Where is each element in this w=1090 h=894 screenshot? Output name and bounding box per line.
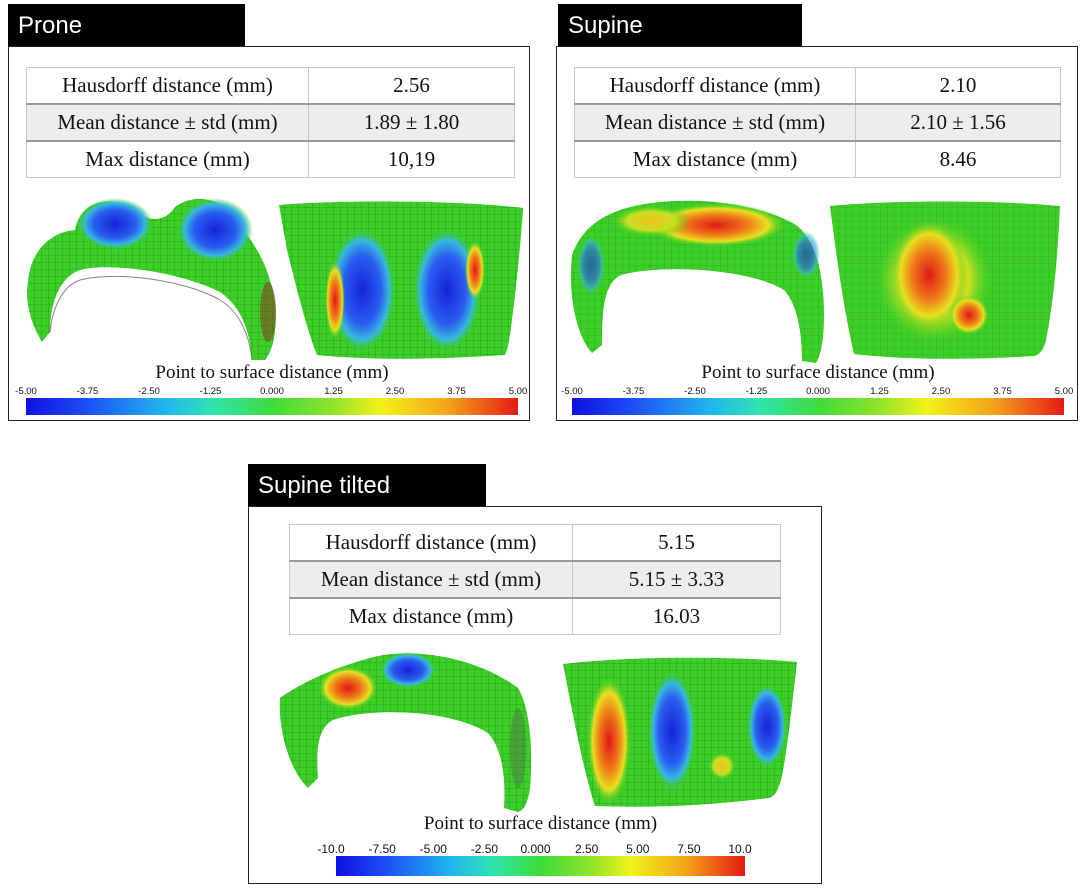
colorbar-tick: 2.50 <box>385 386 405 397</box>
metric-value: 8.46 <box>855 140 1061 178</box>
colorbar-tick: 3.75 <box>993 386 1012 397</box>
colorbar-tick: 0.000 <box>260 386 284 397</box>
metric-label: Max distance (mm) <box>26 140 309 178</box>
colorbar-tick: -1.25 <box>199 386 222 397</box>
mesh-side-view <box>279 652 532 812</box>
colorbar-title: Point to surface distance (mm) <box>155 362 389 383</box>
colorbar-tick: -3.75 <box>76 386 99 397</box>
colorbar <box>336 856 745 876</box>
table-row: Mean distance ± std (mm) 2.10 ± 1.56 <box>574 103 1061 142</box>
metric-value: 2.56 <box>308 67 515 105</box>
metric-label: Mean distance ± std (mm) <box>289 560 573 599</box>
metric-label: Hausdorff distance (mm) <box>289 524 573 562</box>
metric-value: 2.10 ± 1.56 <box>855 103 1061 142</box>
colorbar-title: Point to surface distance (mm) <box>701 362 935 383</box>
metric-value: 10,19 <box>308 140 515 178</box>
metric-label: Mean distance ± std (mm) <box>574 103 856 142</box>
colorbar-tick: -7.50 <box>368 842 396 856</box>
colorbar-tick: 5.00 <box>626 842 650 856</box>
metric-value: 16.03 <box>572 597 781 635</box>
colorbar-ticks: -10.0 -7.50 -5.00 -2.50 0.000 2.50 5.00 … <box>317 842 751 856</box>
colorbar-tick: 5.00 <box>1054 386 1074 397</box>
table-row: Hausdorff distance (mm) 2.10 <box>574 67 1061 105</box>
metrics-table: Hausdorff distance (mm) 2.56 Mean distan… <box>26 67 515 178</box>
metric-value: 5.15 <box>572 524 781 562</box>
metrics-table: Hausdorff distance (mm) 5.15 Mean distan… <box>289 524 781 635</box>
table-row: Mean distance ± std (mm) 5.15 ± 3.33 <box>289 560 781 599</box>
colorbar-tick: 7.50 <box>677 842 701 856</box>
mesh-side-view <box>570 200 824 363</box>
metric-value: 2.10 <box>855 67 1061 105</box>
colorbar-tick: 0.000 <box>806 386 830 397</box>
metric-label: Hausdorff distance (mm) <box>574 67 856 105</box>
table-row: Hausdorff distance (mm) 2.56 <box>26 67 515 105</box>
colorbar-tick: 5.00 <box>508 386 528 397</box>
colorbar-tick: -1.25 <box>745 386 768 397</box>
colorbar-ticks: -5.00 -3.75 -2.50 -1.25 0.000 1.25 2.50 … <box>561 386 1073 398</box>
table-row: Max distance (mm) 8.46 <box>574 140 1061 178</box>
panel-title: Supine tilted <box>248 464 486 508</box>
colorbar-tick: -5.00 <box>561 386 583 397</box>
colorbar-title: Point to surface distance (mm) <box>423 813 658 834</box>
colorbar-tick: -10.0 <box>317 842 345 856</box>
colorbar-tick: 3.75 <box>447 386 466 397</box>
metric-value: 5.15 ± 3.33 <box>572 560 781 599</box>
colorbar-tick: 2.50 <box>931 386 951 397</box>
colorbar-tick: 0.000 <box>520 842 551 856</box>
colorbar-ticks: -5.00 -3.75 -2.50 -1.25 0.000 1.25 2.50 … <box>15 386 527 398</box>
colorbar-tick: -2.50 <box>684 386 706 397</box>
mesh-front-view <box>279 201 523 359</box>
colorbar-tick: -5.00 <box>419 842 447 856</box>
mesh-side-view <box>27 198 276 361</box>
mesh-front-view <box>563 657 797 807</box>
metrics-table: Hausdorff distance (mm) 2.10 Mean distan… <box>574 67 1061 178</box>
metric-label: Max distance (mm) <box>574 140 856 178</box>
colorbar-tick: -2.50 <box>470 842 499 856</box>
metric-label: Hausdorff distance (mm) <box>26 67 309 105</box>
mesh-front-view <box>830 201 1060 359</box>
colorbar-tick: 1.25 <box>870 386 889 397</box>
panel-title: Prone <box>8 4 245 48</box>
colorbar-tick: -2.50 <box>138 386 160 397</box>
colorbar-tick: 10.0 <box>728 842 752 856</box>
table-row: Mean distance ± std (mm) 1.89 ± 1.80 <box>26 103 515 142</box>
colorbar-tick: 1.25 <box>324 386 343 397</box>
colorbar <box>572 398 1064 415</box>
metric-label: Mean distance ± std (mm) <box>26 103 309 142</box>
colorbar-tick: -5.00 <box>15 386 37 397</box>
table-row: Max distance (mm) 10,19 <box>26 140 515 178</box>
metric-value: 1.89 ± 1.80 <box>308 103 515 142</box>
colorbar-tick: 2.50 <box>574 842 599 856</box>
metric-label: Max distance (mm) <box>289 597 573 635</box>
colorbar-tick: -3.75 <box>622 386 645 397</box>
table-row: Max distance (mm) 16.03 <box>289 597 781 635</box>
table-row: Hausdorff distance (mm) 5.15 <box>289 524 781 562</box>
panel-title: Supine <box>558 4 802 48</box>
colorbar <box>26 398 518 415</box>
